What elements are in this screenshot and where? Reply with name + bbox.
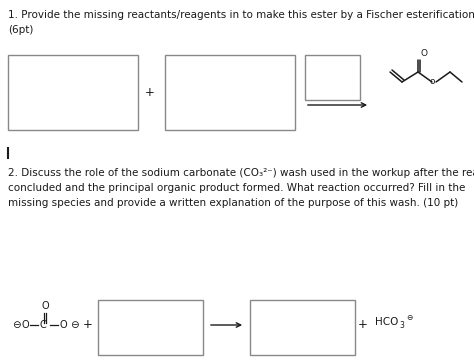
Text: O: O xyxy=(421,49,428,58)
Text: +: + xyxy=(358,318,368,331)
Text: ⊖: ⊖ xyxy=(406,313,412,322)
Text: 3: 3 xyxy=(399,322,404,331)
Text: O: O xyxy=(41,301,49,311)
Text: concluded and the principal organic product formed. What reaction occurred? Fill: concluded and the principal organic prod… xyxy=(8,183,465,193)
Text: ⊖: ⊖ xyxy=(70,320,79,330)
Text: 1. Provide the missing reactants/reagents in to make this ester by a Fischer est: 1. Provide the missing reactants/reagent… xyxy=(8,10,474,20)
Text: o: o xyxy=(429,78,435,87)
Text: C: C xyxy=(40,320,47,330)
Text: +: + xyxy=(83,318,93,331)
Text: +: + xyxy=(145,86,155,99)
Text: missing species and provide a written explanation of the purpose of this wash. (: missing species and provide a written ex… xyxy=(8,198,458,208)
Bar xyxy=(250,300,355,355)
Bar xyxy=(98,300,203,355)
Bar xyxy=(8,55,138,130)
Text: O: O xyxy=(60,320,68,330)
Text: ⊖: ⊖ xyxy=(12,320,21,330)
Text: O: O xyxy=(22,320,29,330)
Bar xyxy=(165,55,295,130)
Text: (6pt): (6pt) xyxy=(8,25,33,35)
Text: 2. Discuss the role of the sodium carbonate (CO₃²⁻) wash used in the workup afte: 2. Discuss the role of the sodium carbon… xyxy=(8,168,474,178)
Text: HCO: HCO xyxy=(375,317,398,327)
Bar xyxy=(305,55,360,100)
